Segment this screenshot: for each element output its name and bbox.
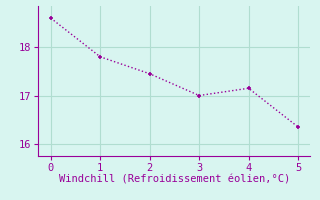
X-axis label: Windchill (Refroidissement éolien,°C): Windchill (Refroidissement éolien,°C)	[59, 174, 290, 184]
